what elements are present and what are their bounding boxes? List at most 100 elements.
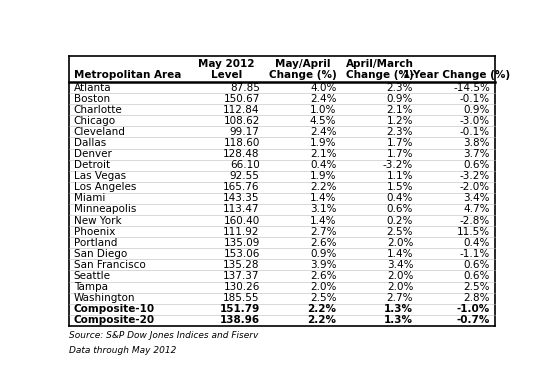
Text: Metropolitan Area: Metropolitan Area: [74, 70, 182, 80]
Text: 128.48: 128.48: [223, 149, 260, 159]
Text: 1.7%: 1.7%: [387, 149, 413, 159]
Text: 130.26: 130.26: [223, 282, 260, 292]
Text: 2.1%: 2.1%: [310, 149, 337, 159]
Text: 143.35: 143.35: [223, 193, 260, 203]
Text: 2.0%: 2.0%: [387, 238, 413, 248]
Text: 0.6%: 0.6%: [464, 160, 490, 170]
Text: April/March
Change (%): April/March Change (%): [346, 59, 414, 80]
Text: 11.5%: 11.5%: [456, 227, 490, 237]
Text: 3.4%: 3.4%: [464, 193, 490, 203]
Text: 138.96: 138.96: [219, 315, 260, 325]
Text: 151.79: 151.79: [219, 304, 260, 314]
Text: 118.60: 118.60: [223, 138, 260, 148]
Text: 4.0%: 4.0%: [310, 82, 337, 93]
Text: 2.1%: 2.1%: [387, 105, 413, 115]
Text: -0.1%: -0.1%: [460, 94, 490, 103]
Text: Portland: Portland: [74, 238, 117, 248]
Text: 135.09: 135.09: [223, 238, 260, 248]
Text: 1.2%: 1.2%: [387, 116, 413, 126]
Text: 1.1%: 1.1%: [387, 171, 413, 181]
Text: 92.55: 92.55: [230, 171, 260, 181]
Text: 112.84: 112.84: [223, 105, 260, 115]
Text: 135.28: 135.28: [223, 260, 260, 270]
Text: 153.06: 153.06: [223, 249, 260, 259]
Text: 2.2%: 2.2%: [307, 315, 337, 325]
Text: 2.5%: 2.5%: [464, 282, 490, 292]
Text: -3.2%: -3.2%: [460, 171, 490, 181]
Text: 0.4%: 0.4%: [387, 193, 413, 203]
Text: Composite-10: Composite-10: [74, 304, 155, 314]
Text: Data through May 2012: Data through May 2012: [69, 345, 176, 355]
Text: 1.4%: 1.4%: [310, 193, 337, 203]
Text: 0.2%: 0.2%: [387, 216, 413, 226]
Text: -0.7%: -0.7%: [456, 315, 490, 325]
Text: 0.4%: 0.4%: [464, 238, 490, 248]
Text: 2.4%: 2.4%: [310, 127, 337, 137]
Text: -3.0%: -3.0%: [460, 116, 490, 126]
Text: Composite-20: Composite-20: [74, 315, 155, 325]
Text: 0.9%: 0.9%: [387, 94, 413, 103]
Text: 0.9%: 0.9%: [310, 249, 337, 259]
Text: 111.92: 111.92: [223, 227, 260, 237]
Text: 150.67: 150.67: [223, 94, 260, 103]
Text: 2.2%: 2.2%: [307, 304, 337, 314]
Text: -2.0%: -2.0%: [460, 182, 490, 192]
Text: 108.62: 108.62: [223, 116, 260, 126]
Text: Washington: Washington: [74, 293, 135, 303]
Text: 3.8%: 3.8%: [464, 138, 490, 148]
Text: -0.1%: -0.1%: [460, 127, 490, 137]
Text: 99.17: 99.17: [230, 127, 260, 137]
Text: 2.6%: 2.6%: [310, 238, 337, 248]
Text: Chicago: Chicago: [74, 116, 116, 126]
Text: Cleveland: Cleveland: [74, 127, 126, 137]
Text: Dallas: Dallas: [74, 138, 106, 148]
Text: -3.2%: -3.2%: [383, 160, 413, 170]
Text: 1.9%: 1.9%: [310, 138, 337, 148]
Text: 0.6%: 0.6%: [387, 205, 413, 214]
Text: 4.7%: 4.7%: [464, 205, 490, 214]
Text: 2.2%: 2.2%: [310, 182, 337, 192]
Text: 2.6%: 2.6%: [310, 271, 337, 281]
Text: Atlanta: Atlanta: [74, 82, 112, 93]
Text: 160.40: 160.40: [223, 216, 260, 226]
Text: Tampa: Tampa: [74, 282, 108, 292]
Text: 3.1%: 3.1%: [310, 205, 337, 214]
Text: New York: New York: [74, 216, 122, 226]
Text: Denver: Denver: [74, 149, 112, 159]
Text: 3.7%: 3.7%: [464, 149, 490, 159]
Text: Phoenix: Phoenix: [74, 227, 116, 237]
Text: 1.9%: 1.9%: [310, 171, 337, 181]
Text: Detroit: Detroit: [74, 160, 110, 170]
Text: -1.0%: -1.0%: [456, 304, 490, 314]
Text: Seattle: Seattle: [74, 271, 111, 281]
Text: 0.9%: 0.9%: [464, 105, 490, 115]
Text: Los Angeles: Los Angeles: [74, 182, 136, 192]
Text: -1.1%: -1.1%: [460, 249, 490, 259]
Text: 2.5%: 2.5%: [387, 227, 413, 237]
Text: 87.85: 87.85: [230, 82, 260, 93]
Text: Miami: Miami: [74, 193, 105, 203]
Text: 2.0%: 2.0%: [310, 282, 337, 292]
Text: 0.4%: 0.4%: [310, 160, 337, 170]
Text: -2.8%: -2.8%: [460, 216, 490, 226]
Text: 1.4%: 1.4%: [310, 216, 337, 226]
Text: 1-Year Change (%): 1-Year Change (%): [403, 70, 510, 80]
Text: May/April
Change (%): May/April Change (%): [270, 59, 337, 80]
Text: 2.5%: 2.5%: [310, 293, 337, 303]
Text: 2.7%: 2.7%: [310, 227, 337, 237]
Text: San Francisco: San Francisco: [74, 260, 146, 270]
Text: Charlotte: Charlotte: [74, 105, 123, 115]
Text: 2.8%: 2.8%: [464, 293, 490, 303]
Text: Las Vegas: Las Vegas: [74, 171, 126, 181]
Text: 2.7%: 2.7%: [387, 293, 413, 303]
Text: 1.5%: 1.5%: [387, 182, 413, 192]
Text: San Diego: San Diego: [74, 249, 127, 259]
Text: 4.5%: 4.5%: [310, 116, 337, 126]
Text: Boston: Boston: [74, 94, 110, 103]
Text: Source: S&P Dow Jones Indices and Fiserv: Source: S&P Dow Jones Indices and Fiserv: [69, 331, 258, 340]
Text: 0.6%: 0.6%: [464, 260, 490, 270]
Text: 2.4%: 2.4%: [310, 94, 337, 103]
Text: 185.55: 185.55: [223, 293, 260, 303]
Text: 2.0%: 2.0%: [387, 271, 413, 281]
Text: 3.9%: 3.9%: [310, 260, 337, 270]
